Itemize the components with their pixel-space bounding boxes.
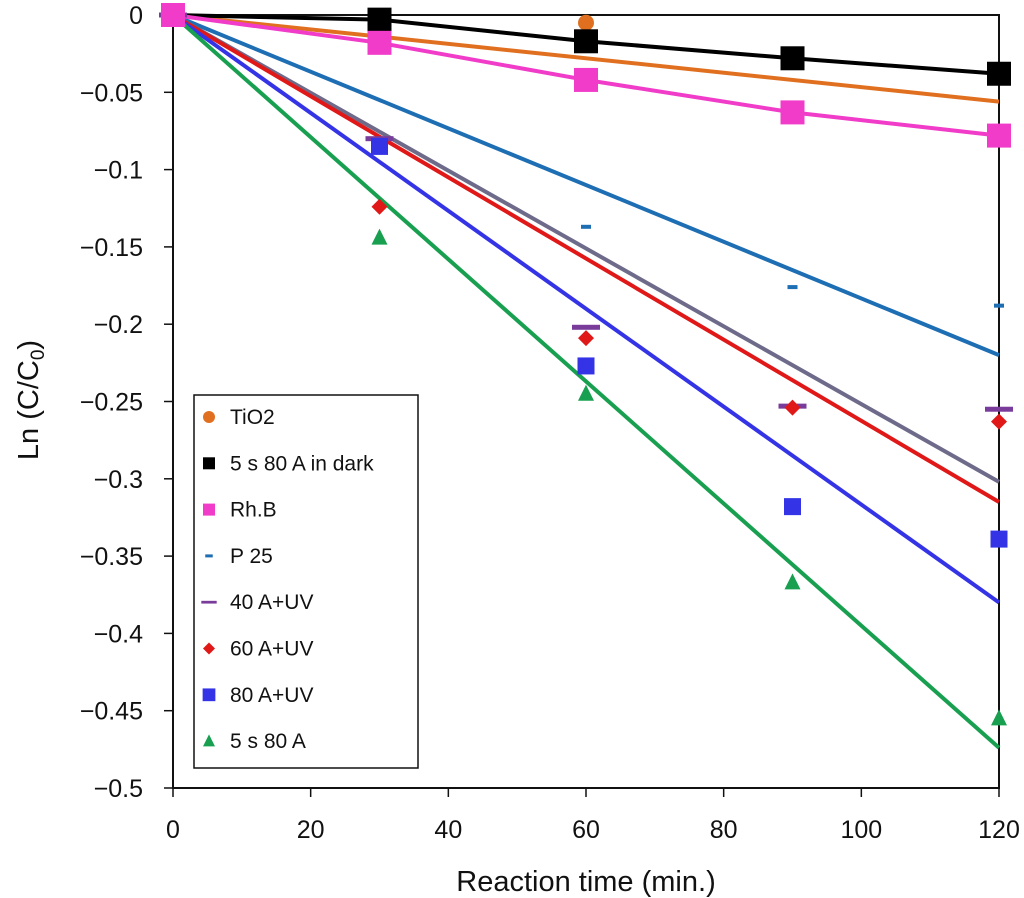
data-point bbox=[578, 14, 594, 31]
legend-marker bbox=[203, 734, 215, 747]
x-tick-label: 120 bbox=[978, 816, 1020, 844]
y-tick-label: −0.4 bbox=[94, 620, 143, 648]
data-point bbox=[371, 228, 388, 245]
legend: TiO2 5 s 80 A in dark Rh.B P 25 40 A+UV 60 A+… bbox=[193, 394, 419, 769]
y-axis-title-end: ) bbox=[13, 340, 45, 350]
data-point bbox=[994, 303, 1004, 308]
data-point bbox=[985, 406, 1013, 412]
data-point bbox=[371, 198, 388, 215]
y-tick-label: −0.45 bbox=[80, 698, 143, 726]
legend-label: TiO2 bbox=[230, 406, 275, 429]
y-tick-label: −0.5 bbox=[94, 775, 143, 803]
y-tick-label: −0.2 bbox=[94, 311, 143, 339]
data-point bbox=[578, 384, 594, 401]
data-point bbox=[367, 7, 392, 32]
trend-line bbox=[171, 13, 1001, 605]
x-tick-label: 80 bbox=[710, 816, 738, 844]
x-tick-label: 0 bbox=[166, 816, 180, 844]
data-point bbox=[574, 29, 598, 54]
data-point bbox=[987, 123, 1011, 148]
legend-marker bbox=[203, 642, 215, 655]
trend-line bbox=[172, 13, 1000, 357]
trend-line bbox=[171, 13, 1001, 504]
data-point bbox=[581, 224, 591, 229]
x-tick-label: 40 bbox=[434, 816, 462, 844]
y-tick-label: −0.05 bbox=[80, 79, 143, 107]
legend-label: P 25 bbox=[230, 545, 273, 568]
x-tick-label: 60 bbox=[572, 816, 600, 844]
data-point bbox=[161, 3, 185, 27]
data-point bbox=[578, 330, 594, 347]
y-tick-label: −0.1 bbox=[94, 157, 143, 185]
data-point bbox=[991, 413, 1007, 430]
y-tick-label: −0.25 bbox=[80, 389, 143, 417]
y-tick-label: 0 bbox=[129, 2, 143, 30]
axes: 0 −0.05 −0.1 −0.15 −0.2 −0.25 −0.3 −0.35 −0.4 −0.… bbox=[80, 2, 1020, 844]
trend-line bbox=[172, 13, 1000, 104]
x-tick-label: 20 bbox=[297, 816, 325, 844]
legend-label: 5 s 80 A bbox=[230, 730, 306, 753]
y-axis-title-subscript: 0 bbox=[28, 350, 49, 361]
data-point bbox=[780, 100, 805, 125]
data-point bbox=[572, 324, 600, 330]
data-point bbox=[784, 399, 801, 416]
legend-label: 80 A+UV bbox=[230, 684, 313, 707]
data-point bbox=[371, 137, 388, 155]
y-tick-label: −0.15 bbox=[80, 234, 143, 262]
legend-label: Rh.B bbox=[230, 499, 277, 522]
legend-marker bbox=[201, 600, 217, 604]
data-point bbox=[577, 357, 595, 375]
data-point bbox=[991, 709, 1007, 726]
y-tick-label: −0.3 bbox=[94, 466, 143, 494]
legend-label: 60 A+UV bbox=[230, 638, 313, 661]
markers bbox=[159, 3, 1013, 726]
legend-marker bbox=[203, 503, 215, 516]
legend-marker bbox=[203, 411, 215, 423]
y-axis-title-main: Ln (C/C bbox=[13, 360, 45, 460]
legend-label: 5 s 80 A in dark bbox=[230, 452, 374, 475]
trend-line bbox=[172, 13, 1000, 484]
x-tick-label: 100 bbox=[840, 816, 882, 844]
y-axis-title: Ln (C/C0) bbox=[13, 340, 49, 460]
data-point bbox=[987, 61, 1011, 86]
trend-line bbox=[171, 13, 1001, 750]
legend-box bbox=[193, 394, 419, 769]
x-axis-title: Reaction time (min.) bbox=[456, 866, 715, 898]
legend-marker bbox=[203, 457, 215, 470]
data-point bbox=[787, 285, 798, 290]
data-point bbox=[784, 498, 801, 516]
data-point bbox=[780, 46, 805, 71]
data-point bbox=[784, 573, 801, 590]
data-point bbox=[990, 530, 1008, 548]
legend-marker bbox=[205, 554, 213, 558]
data-point bbox=[367, 30, 392, 55]
legend-marker bbox=[202, 688, 216, 702]
y-tick-label: −0.35 bbox=[80, 543, 143, 571]
data-point bbox=[574, 67, 598, 92]
legend-label: 40 A+UV bbox=[230, 591, 313, 614]
